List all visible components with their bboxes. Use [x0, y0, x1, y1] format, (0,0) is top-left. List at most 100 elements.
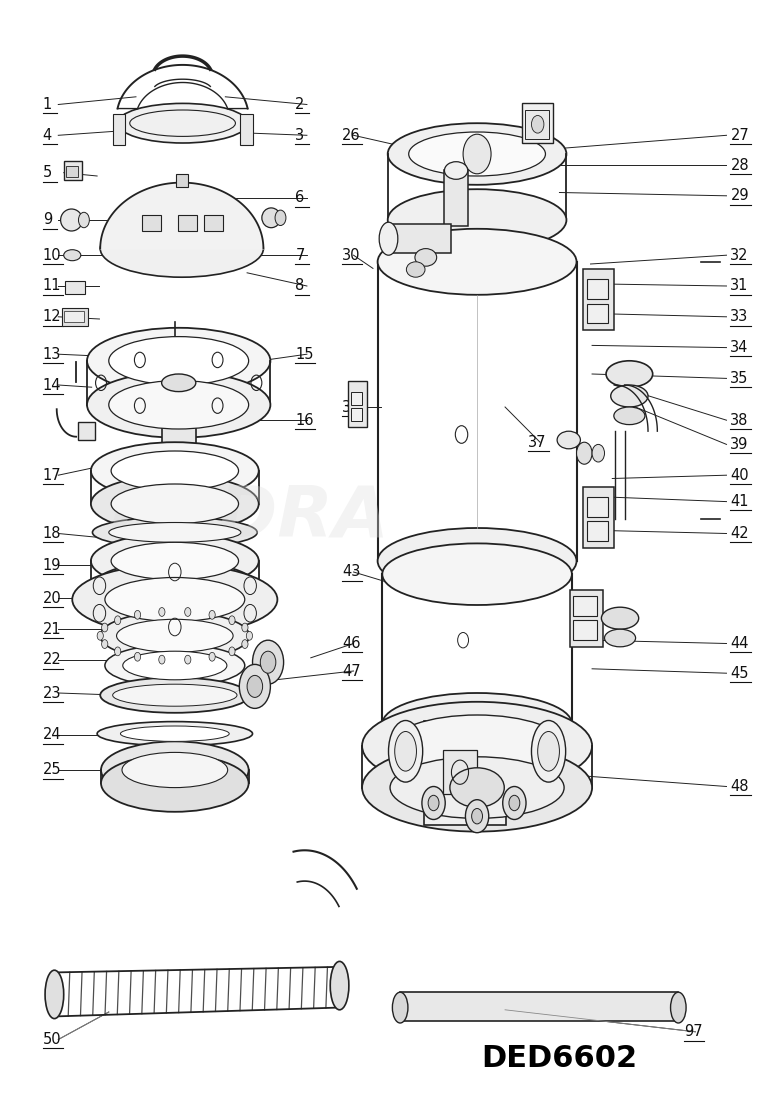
- Ellipse shape: [123, 651, 227, 680]
- Ellipse shape: [109, 522, 241, 542]
- Bar: [348, 381, 367, 427]
- Circle shape: [239, 664, 270, 708]
- Text: 7: 7: [295, 248, 305, 263]
- Bar: [178, 214, 197, 231]
- Ellipse shape: [162, 460, 196, 477]
- Circle shape: [577, 442, 592, 464]
- Bar: [587, 279, 608, 299]
- Text: 37: 37: [528, 434, 547, 450]
- Circle shape: [78, 212, 89, 228]
- Ellipse shape: [601, 607, 639, 629]
- Circle shape: [185, 656, 191, 664]
- Ellipse shape: [92, 517, 257, 548]
- Bar: [388, 224, 451, 253]
- Ellipse shape: [606, 361, 653, 387]
- Circle shape: [422, 786, 445, 820]
- Text: 45: 45: [730, 666, 749, 681]
- Ellipse shape: [362, 702, 592, 790]
- Circle shape: [509, 795, 520, 811]
- Ellipse shape: [97, 722, 253, 746]
- Text: 47: 47: [342, 663, 361, 679]
- Circle shape: [114, 616, 120, 625]
- Text: 6: 6: [295, 190, 305, 206]
- Ellipse shape: [45, 970, 64, 1019]
- Text: 39: 39: [730, 437, 749, 452]
- Ellipse shape: [671, 992, 686, 1023]
- Ellipse shape: [122, 752, 228, 788]
- Text: 15: 15: [295, 346, 314, 362]
- Ellipse shape: [91, 534, 259, 588]
- Ellipse shape: [101, 741, 249, 799]
- Circle shape: [275, 210, 286, 225]
- Circle shape: [229, 616, 235, 625]
- Bar: [522, 103, 553, 143]
- Ellipse shape: [91, 475, 259, 532]
- Text: 97: 97: [684, 1024, 702, 1040]
- Text: 27: 27: [730, 128, 749, 143]
- Text: 10: 10: [43, 248, 61, 263]
- Ellipse shape: [101, 755, 249, 812]
- Bar: [62, 308, 88, 326]
- Ellipse shape: [117, 103, 248, 143]
- Bar: [583, 487, 614, 548]
- Ellipse shape: [605, 629, 636, 647]
- Ellipse shape: [390, 715, 564, 777]
- Text: DEDRA: DEDRA: [108, 483, 389, 551]
- Text: 44: 44: [730, 636, 749, 651]
- Bar: [64, 311, 84, 322]
- Text: 3: 3: [295, 128, 305, 143]
- Ellipse shape: [415, 249, 437, 266]
- Text: 42: 42: [730, 526, 749, 541]
- Ellipse shape: [611, 385, 648, 407]
- Circle shape: [465, 800, 489, 833]
- Ellipse shape: [100, 678, 249, 713]
- Bar: [65, 280, 85, 294]
- Circle shape: [592, 444, 605, 462]
- Ellipse shape: [91, 442, 259, 499]
- Text: 38: 38: [730, 412, 749, 428]
- Text: 18: 18: [43, 526, 61, 541]
- Ellipse shape: [362, 744, 592, 832]
- Ellipse shape: [378, 528, 577, 594]
- Ellipse shape: [109, 337, 249, 385]
- Text: 2: 2: [295, 97, 305, 112]
- Bar: [587, 497, 608, 517]
- Circle shape: [531, 116, 544, 133]
- Bar: [351, 392, 362, 405]
- Bar: [78, 422, 95, 440]
- Circle shape: [159, 656, 165, 664]
- Bar: [162, 383, 196, 469]
- Bar: [573, 620, 597, 640]
- Circle shape: [260, 651, 276, 673]
- Text: 43: 43: [342, 564, 361, 580]
- Text: 9: 9: [43, 212, 52, 228]
- Bar: [587, 521, 608, 541]
- Text: 41: 41: [730, 494, 749, 509]
- Ellipse shape: [72, 564, 277, 635]
- Circle shape: [209, 610, 215, 619]
- Bar: [424, 720, 506, 825]
- Ellipse shape: [105, 645, 245, 686]
- Text: 32: 32: [730, 248, 749, 263]
- Text: 30: 30: [342, 248, 361, 263]
- Text: 17: 17: [43, 468, 61, 483]
- Text: 1: 1: [43, 97, 52, 112]
- Circle shape: [463, 134, 491, 174]
- Text: 4: 4: [43, 128, 52, 143]
- Circle shape: [134, 652, 141, 661]
- Text: 24: 24: [43, 727, 61, 742]
- Ellipse shape: [100, 612, 249, 660]
- Ellipse shape: [378, 229, 577, 295]
- Ellipse shape: [382, 693, 572, 755]
- Ellipse shape: [262, 208, 280, 228]
- Text: 35: 35: [730, 371, 749, 386]
- Circle shape: [242, 623, 248, 631]
- Ellipse shape: [379, 222, 398, 255]
- Circle shape: [503, 786, 526, 820]
- Text: 5: 5: [43, 165, 52, 180]
- Text: 20: 20: [43, 591, 61, 606]
- Bar: [204, 214, 223, 231]
- Circle shape: [242, 640, 248, 649]
- Text: 40: 40: [730, 468, 749, 483]
- Ellipse shape: [388, 189, 566, 251]
